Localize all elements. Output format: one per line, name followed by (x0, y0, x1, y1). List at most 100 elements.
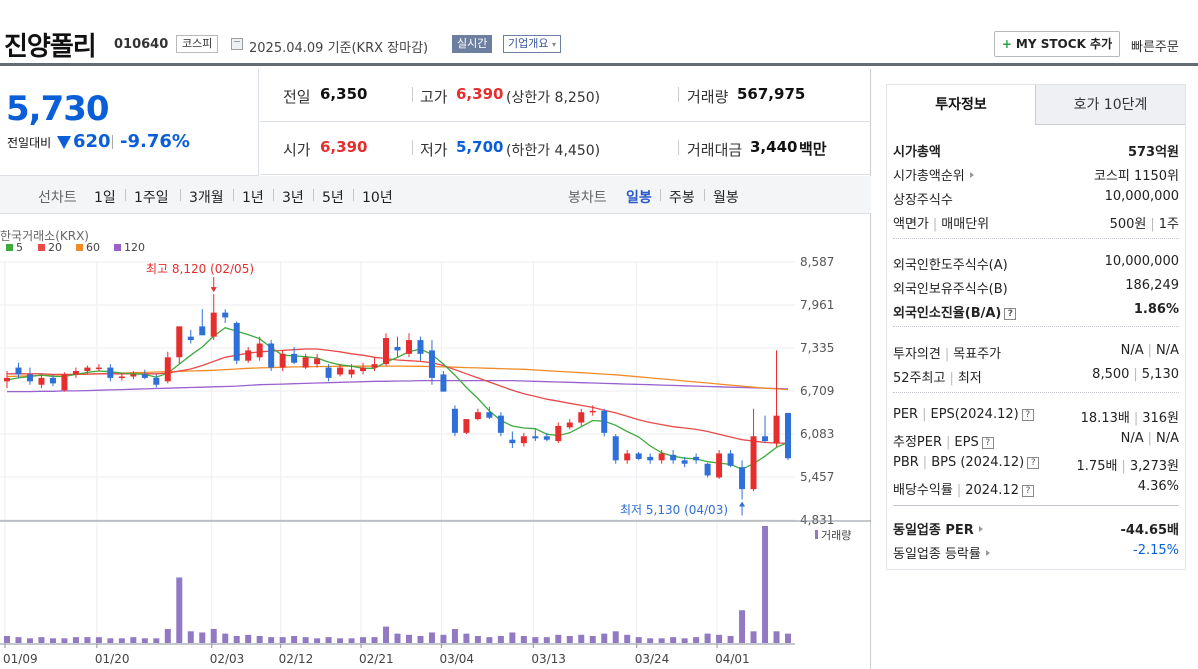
rank-label: 시가총액순위 (893, 169, 965, 184)
volume-value: 567,975 (737, 85, 806, 103)
candle-body (612, 436, 619, 461)
dividend-value: 4.36% (1137, 479, 1179, 494)
eps-value: 316원 (1142, 411, 1179, 426)
candle-body (337, 367, 344, 375)
candle-monthly[interactable]: 월봉 (713, 190, 739, 206)
volume-bar (670, 637, 677, 643)
period-10year[interactable]: 10년 (362, 190, 393, 206)
row-dividend: 배당수익률 | 2024.12? 4.36% (893, 479, 1179, 498)
volume-bar (4, 635, 10, 643)
investment-info-panel: 투자정보 호가 10단계 시가총액 573억원 시가총액순위 코스피 1150위 상… (886, 84, 1186, 570)
volume-bar (486, 637, 493, 643)
candle-weekly[interactable]: 주봉 (669, 190, 695, 206)
lower-limit: (하한가 4,450) (506, 143, 601, 159)
period-1week[interactable]: 1주일 (134, 190, 169, 206)
volume-bar (291, 635, 298, 643)
stock-name: 진양폴리 (4, 32, 97, 62)
volume-bar (612, 631, 619, 643)
candle-body (95, 367, 102, 370)
volume-bar (440, 634, 447, 643)
foreign-limit-label: 외국인한도주식수(A) (893, 258, 1008, 273)
volume-bar (647, 638, 654, 643)
volume-bar (84, 637, 91, 643)
help-icon[interactable]: ? (981, 437, 994, 449)
volume-bar (635, 637, 642, 643)
upper-limit: (상한가 8,250) (506, 90, 601, 106)
period-1year[interactable]: 1년 (242, 190, 264, 206)
volume-bar (555, 634, 562, 643)
pbr-label: PBR (893, 455, 919, 470)
chart-annotations: 최고 8,120 (02/05) 최저 5,130 (04/03) (146, 262, 746, 517)
period-1day[interactable]: 1일 (94, 190, 116, 206)
candle-body (670, 454, 677, 461)
y-tick-label: 8,587 (800, 255, 834, 269)
volume-bar (176, 577, 183, 643)
help-icon[interactable]: ? (1004, 308, 1017, 320)
period-5year[interactable]: 5년 (322, 190, 344, 206)
market-badge: 코스피 (176, 35, 219, 53)
candles (4, 294, 791, 500)
candle-body (762, 436, 769, 442)
row-rank[interactable]: 시가총액순위 코스피 1150위 (893, 161, 1179, 184)
candle-body (693, 456, 700, 461)
quick-order-button[interactable]: 빠른주문 (1131, 36, 1179, 55)
period-3year[interactable]: 3년 (282, 190, 304, 206)
volume-bar (302, 637, 309, 643)
est-per-label: 추정PER (893, 435, 943, 450)
volume-bar (337, 638, 344, 643)
company-overview-label: 기업개요 (508, 37, 549, 50)
w52-high-label: 52주최고 (893, 371, 946, 386)
help-icon[interactable]: ? (1021, 409, 1034, 421)
candle-body (314, 358, 321, 365)
x-tick-label: 02/21 (359, 652, 394, 666)
ma-legend-swatch (76, 244, 83, 251)
help-icon[interactable]: ? (1021, 485, 1034, 497)
candle-body (49, 377, 56, 384)
sector-rate-label: 동일업종 등락률 (893, 547, 981, 562)
candle-body (486, 412, 493, 418)
candlestick-chart[interactable]: 한국거래소(KRX) 5 20 60 120 8,587 7,961 7,335 6,709… (0, 214, 871, 669)
divider (893, 392, 1179, 393)
candle-body (291, 353, 298, 363)
row-sector-per[interactable]: 동일업종 PER -44.65배 (893, 515, 1179, 538)
base-date: 2025.04.09 기준(KRX 장마감) (249, 41, 429, 56)
sector-per-label: 동일업종 PER (893, 523, 974, 538)
candle-body (555, 425, 562, 442)
eps-label: EPS(2024.12) (930, 407, 1019, 422)
volume-bar (750, 631, 757, 643)
candle-body (601, 410, 608, 433)
realtime-button[interactable]: 실시간 (452, 35, 493, 53)
volume-bar (383, 626, 390, 643)
est-per-value: N/A (1120, 431, 1144, 446)
candle-body (405, 340, 412, 354)
period-3month[interactable]: 3개월 (189, 190, 224, 206)
candle-body (199, 326, 206, 336)
high-value: 6,390 (456, 85, 504, 103)
diff-value: 620 (73, 131, 111, 152)
volume-bar (118, 638, 125, 643)
prev-label: 전일 (283, 88, 311, 106)
tab-investment-info[interactable]: 투자정보 (887, 85, 1036, 125)
volume-bar (371, 637, 378, 643)
market-cap-value: 573억원 (1127, 145, 1179, 160)
volume-bar (624, 634, 631, 643)
row-sector-rate[interactable]: 동일업종 등락률 -2.15% (893, 539, 1179, 562)
stock-chart[interactable]: 한국거래소(KRX) 5 20 60 120 8,587 7,961 7,335 6,709… (0, 214, 871, 669)
w52-low-value: 5,130 (1141, 367, 1179, 382)
help-icon[interactable]: ? (1027, 457, 1040, 469)
divider (313, 189, 314, 201)
divider (678, 87, 679, 102)
my-stock-add-button[interactable]: + MY STOCK 추가 (994, 31, 1120, 57)
volume-bar (72, 637, 79, 643)
company-overview-button[interactable]: 기업개요 ▾ (503, 35, 561, 53)
volume-bar (578, 634, 585, 643)
candle-daily[interactable]: 일봉 (626, 190, 652, 206)
candle-body (245, 350, 252, 361)
tab-order-book[interactable]: 호가 10단계 (1036, 85, 1185, 125)
y-tick-label: 7,335 (800, 341, 834, 355)
candle-body (509, 439, 516, 444)
chevron-right-icon (985, 550, 990, 556)
volume-bars: 거래량 (4, 526, 851, 643)
candle-body (497, 415, 504, 433)
volume-bar (256, 635, 263, 643)
